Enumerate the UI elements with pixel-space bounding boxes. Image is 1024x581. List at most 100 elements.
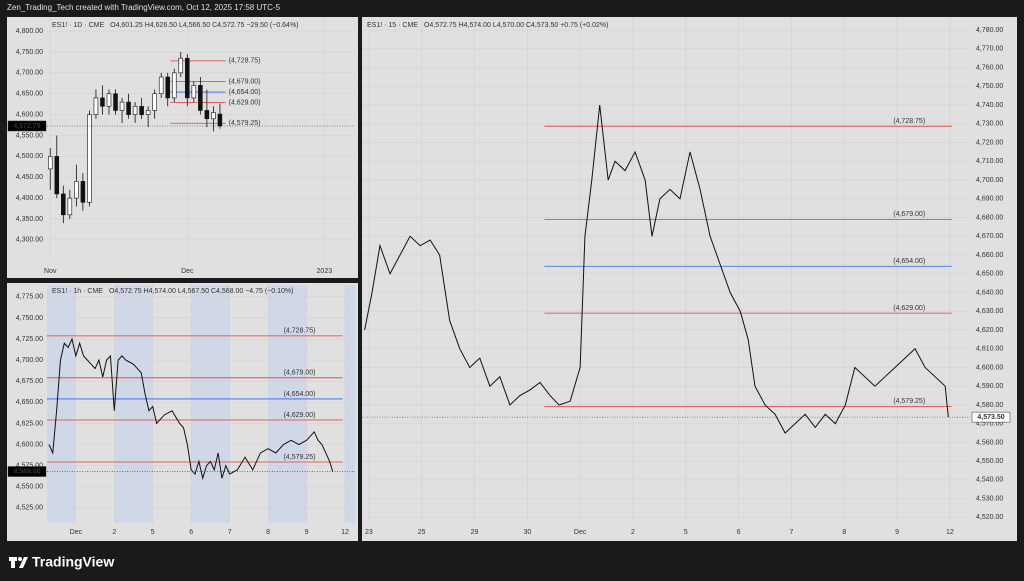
- candle-body: [80, 181, 86, 203]
- price-level-label: (4,728.75): [893, 118, 925, 125]
- x-tick-label: 12: [946, 529, 954, 536]
- candle-body: [113, 93, 118, 111]
- y-tick-label: 4,640.00: [976, 289, 1003, 296]
- chart-quote: O4,601.25 H4,626.50 L4,566.50 C4,572.75 …: [110, 22, 298, 29]
- candle-body: [132, 105, 138, 115]
- y-tick-label: 4,560.00: [976, 439, 1003, 446]
- x-tick-label: 25: [418, 529, 426, 536]
- x-tick-label: 9: [895, 529, 899, 536]
- y-tick-label: 4,780.00: [976, 27, 1003, 34]
- y-tick-label: 4,590.00: [976, 383, 1003, 390]
- y-tick-label: 4,550.00: [16, 484, 43, 491]
- chart-title: ES1! · 1h · CME O4,572.75 H4,574.00 L4,56…: [52, 288, 293, 295]
- candle-body: [139, 105, 144, 115]
- x-tick-label: 2023: [317, 268, 333, 275]
- brand-name: TradingView: [32, 554, 114, 570]
- last-price-box: [971, 411, 1011, 423]
- y-tick-label: 4,625.00: [16, 420, 43, 427]
- y-tick-label: 4,600.00: [16, 111, 43, 118]
- plot-area: [47, 285, 355, 523]
- candle-body: [191, 85, 197, 99]
- x-tick-label: 2: [631, 529, 635, 536]
- price-level-label: (4,679.00): [893, 211, 925, 218]
- session-band: [345, 285, 355, 523]
- session-band: [191, 285, 230, 523]
- price-level-label: (4,679.00): [229, 78, 261, 85]
- y-tick-label: 4,520.00: [976, 514, 1003, 521]
- y-tick-label: 4,600.00: [976, 364, 1003, 371]
- y-tick-label: 4,670.00: [976, 233, 1003, 240]
- chart-title-symbol: ES1! · 15 · CME: [367, 22, 418, 29]
- y-tick-label: 4,710.00: [976, 158, 1003, 165]
- x-tick-label: 8: [842, 529, 846, 536]
- candle-body: [54, 156, 60, 195]
- candle-body: [61, 193, 66, 216]
- x-tick-label: Dec: [574, 529, 587, 536]
- panel-background: [7, 17, 358, 278]
- y-tick-label: 4,650.00: [16, 91, 43, 98]
- y-tick-label: 4,530.00: [976, 495, 1003, 502]
- y-tick-label: 4,400.00: [16, 195, 43, 202]
- y-tick-label: 4,650.00: [16, 399, 43, 406]
- price-level-label: (4,579.25): [893, 398, 925, 405]
- y-tick-label: 4,660.00: [976, 252, 1003, 259]
- x-tick-label: Nov: [44, 268, 57, 275]
- y-tick-label: 4,770.00: [976, 46, 1003, 53]
- y-tick-label: 4,730.00: [976, 121, 1003, 128]
- chart-quote: O4,572.75 H4,574.00 L4,567.50 C4,568.00 …: [109, 288, 293, 295]
- x-tick-label: 5: [684, 529, 688, 536]
- price-level-label: (4,654.00): [229, 89, 261, 96]
- chart-title-symbol: ES1! · 1h · CME: [52, 288, 103, 295]
- price-level-label: (4,654.00): [893, 258, 925, 265]
- candle-body: [126, 101, 131, 115]
- candle-body: [165, 76, 170, 99]
- last-price-box: [7, 466, 47, 477]
- price-level-label: (4,728.75): [229, 58, 261, 65]
- y-tick-label: 4,800.00: [16, 28, 43, 35]
- session-band: [114, 285, 153, 523]
- y-tick-label: 4,775.00: [16, 294, 43, 301]
- price-level-label: (4,679.00): [284, 370, 316, 377]
- price-level-label: (4,629.00): [284, 412, 316, 419]
- x-tick-label: 6: [189, 529, 193, 536]
- y-tick-label: 4,500.00: [16, 153, 43, 160]
- y-tick-label: 4,350.00: [16, 216, 43, 223]
- chart-panel: 4,300.00 4,350.00 4,400.00 4,450.00 4,500.00…: [7, 17, 358, 278]
- plot-area: [362, 17, 970, 523]
- chart-title: ES1! · 15 · CME O4,572.75 H4,574.00 L4,57…: [367, 22, 608, 29]
- price-line: [364, 105, 949, 434]
- last-price-box: [7, 120, 47, 132]
- price-level-label: (4,579.25): [284, 454, 316, 461]
- price-level-label: (4,728.75): [284, 328, 316, 335]
- last-price-label: 4,568.00: [13, 468, 40, 475]
- last-price-label: 4,573.50: [977, 414, 1004, 421]
- x-tick-label: 6: [737, 529, 741, 536]
- price-line: [48, 337, 334, 481]
- session-band: [47, 285, 76, 523]
- candle-body: [204, 110, 210, 120]
- price-level-label: (4,629.00): [229, 99, 261, 106]
- x-tick-label: 2: [112, 529, 116, 536]
- chart-quote: O4,572.75 H4,574.00 L4,570.00 C4,573.50 …: [424, 22, 608, 29]
- candle-body: [48, 156, 53, 170]
- y-tick-label: 4,700.00: [976, 177, 1003, 184]
- x-tick-label: 30: [523, 529, 531, 536]
- y-tick-label: 4,680.00: [976, 214, 1003, 221]
- candle-body: [106, 93, 112, 107]
- y-tick-label: 4,580.00: [976, 402, 1003, 409]
- candle-body: [171, 72, 177, 99]
- brand-logo: [9, 557, 28, 568]
- session-band: [268, 285, 307, 523]
- x-tick-label: 8: [266, 529, 270, 536]
- plot-area: [47, 19, 355, 262]
- y-tick-label: 4,690.00: [976, 196, 1003, 203]
- chart-title-symbol: ES1! · 1D · CME: [52, 22, 104, 29]
- y-tick-label: 4,740.00: [976, 102, 1003, 109]
- y-tick-label: 4,550.00: [976, 458, 1003, 465]
- candle-body: [152, 93, 157, 111]
- candle-body: [211, 112, 216, 120]
- y-tick-label: 4,300.00: [16, 237, 43, 244]
- chart-title: ES1! · 1D · CME O4,601.25 H4,626.50 L4,56…: [52, 22, 299, 29]
- candle-body: [119, 101, 125, 111]
- x-tick-label: 12: [341, 529, 349, 536]
